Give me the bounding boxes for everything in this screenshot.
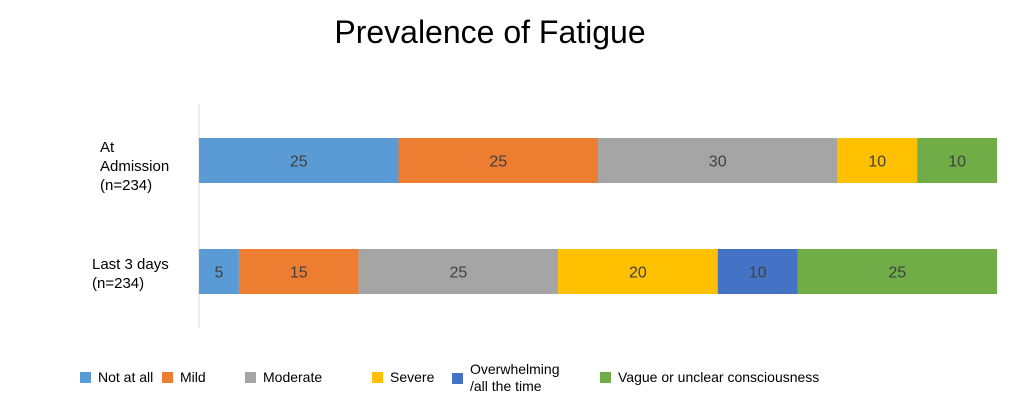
category-label-last-3-days: Last 3 days (n=234) [92, 256, 169, 292]
category-label-at-admission: At Admission (n=234) [100, 139, 170, 194]
data-label-last-3-days-moderate: 25 [449, 265, 467, 282]
chart-title: Prevalence of Fatigue [334, 14, 646, 50]
bar-segment-at-admission-severe [837, 138, 918, 183]
data-label-at-admission-vague: 10 [948, 154, 966, 171]
bar-segment-last-3-days-vague [797, 249, 997, 294]
data-label-last-3-days-severe: 20 [629, 265, 647, 282]
data-label-last-3-days-not-at-all: 5 [214, 265, 223, 282]
data-label-last-3-days-vague: 25 [888, 265, 906, 282]
bar-segment-last-3-days-not-at-all [199, 249, 239, 294]
data-label-last-3-days-overwhelming: 10 [749, 265, 767, 282]
bar-segment-at-admission-not-at-all [199, 138, 399, 183]
bar-segment-at-admission-mild [398, 138, 598, 183]
bar-segment-last-3-days-moderate [358, 249, 559, 294]
bar-segment-last-3-days-severe [558, 249, 718, 294]
data-label-at-admission-mild: 25 [489, 154, 507, 171]
data-label-at-admission-moderate: 30 [709, 154, 727, 171]
bar-segment-at-admission-moderate [598, 138, 838, 183]
bar-segment-last-3-days-mild [238, 249, 359, 294]
data-label-at-admission-severe: 10 [868, 154, 886, 171]
bars-layer: 25 25 30 10 10 5 15 25 20 10 25 [199, 138, 997, 294]
data-label-at-admission-not-at-all: 25 [290, 154, 308, 171]
data-label-last-3-days-mild: 15 [290, 265, 308, 282]
bar-segment-last-3-days-overwhelming [717, 249, 798, 294]
bar-segment-at-admission-vague [917, 138, 997, 183]
